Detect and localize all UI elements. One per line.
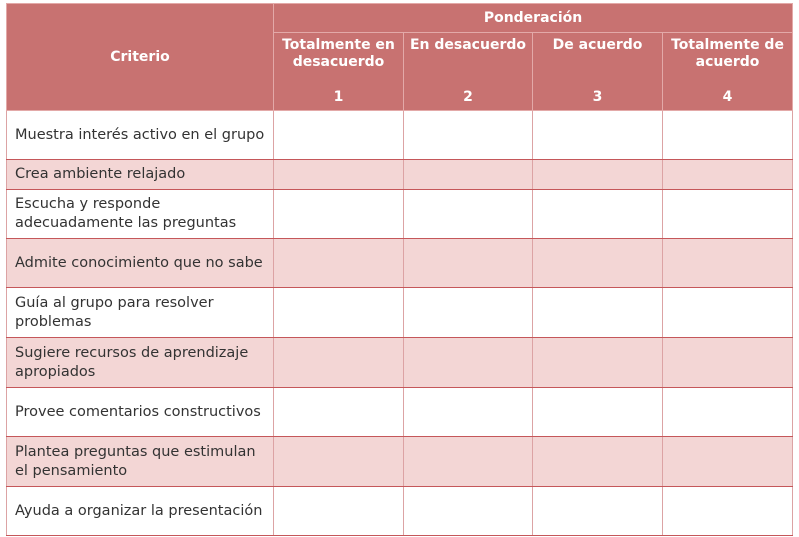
rating-cell-3[interactable]	[532, 110, 663, 160]
table-row: Provee comentarios constructivos	[6, 387, 794, 437]
scale-value: 3	[592, 89, 603, 105]
rating-cell-1[interactable]	[273, 159, 404, 190]
scale-label: En desacuerdo	[409, 37, 526, 53]
rating-cell-1[interactable]	[273, 189, 404, 239]
rating-cell-1[interactable]	[273, 287, 404, 338]
rating-cell-1[interactable]	[273, 238, 404, 288]
scale-header-4: Totalmente de acuerdo 4	[661, 32, 794, 111]
rating-cell-3[interactable]	[532, 337, 663, 388]
rating-cell-2[interactable]	[403, 436, 533, 487]
rating-cell-4[interactable]	[661, 436, 794, 487]
scale-header-3: De acuerdo 3	[532, 32, 663, 111]
criterion-label: Muestra interés activo en el grupo	[6, 110, 274, 160]
table-row: Muestra interés activo en el grupo	[6, 110, 794, 160]
rating-cell-2[interactable]	[403, 287, 533, 338]
rating-cell-3[interactable]	[532, 436, 663, 487]
rating-cell-2[interactable]	[403, 337, 533, 388]
rating-cell-2[interactable]	[403, 238, 533, 288]
scale-value: 1	[333, 89, 344, 105]
rating-cell-4[interactable]	[661, 387, 794, 437]
rating-cell-4[interactable]	[661, 110, 794, 160]
rating-cell-4[interactable]	[661, 159, 794, 190]
evaluation-table: Criterio Ponderación Totalmente en desac…	[6, 3, 794, 536]
scale-value: 2	[463, 89, 473, 105]
rating-cell-1[interactable]	[273, 337, 404, 388]
rating-cell-2[interactable]	[403, 486, 533, 536]
rating-cell-2[interactable]	[403, 110, 533, 160]
rating-cell-1[interactable]	[273, 436, 404, 487]
rating-cell-2[interactable]	[403, 189, 533, 239]
scale-value: 4	[722, 89, 733, 105]
criterion-label: Admite conocimiento que no sabe	[6, 238, 274, 288]
rating-cell-2[interactable]	[403, 387, 533, 437]
table-row: Plantea preguntas que estimulan el pensa…	[6, 436, 794, 487]
rating-cell-3[interactable]	[532, 189, 663, 239]
scale-label: Totalmente de acuerdo	[671, 37, 784, 70]
rating-cell-4[interactable]	[661, 189, 794, 239]
scale-header-1: Totalmente en desacuerdo 1	[273, 32, 404, 111]
rating-cell-3[interactable]	[532, 238, 663, 288]
rating-cell-1[interactable]	[273, 110, 404, 160]
table-row: Crea ambiente relajado	[6, 159, 794, 190]
scale-label: De acuerdo	[552, 37, 643, 53]
table-row: Admite conocimiento que no sabe	[6, 238, 794, 288]
criterion-label: Plantea preguntas que estimulan el pensa…	[6, 436, 274, 487]
rating-cell-1[interactable]	[273, 387, 404, 437]
table-row: Ayuda a organizar la presentación	[6, 486, 794, 536]
rating-cell-3[interactable]	[532, 486, 663, 536]
rating-cell-4[interactable]	[661, 486, 794, 536]
criterion-label: Escucha y responde adecuadamente las pre…	[6, 189, 274, 239]
rating-cell-3[interactable]	[532, 287, 663, 338]
rating-cell-3[interactable]	[532, 159, 663, 190]
rating-cell-2[interactable]	[403, 159, 533, 190]
rating-cell-3[interactable]	[532, 387, 663, 437]
scale-label: Totalmente en desacuerdo	[282, 37, 395, 70]
scale-header-2: En desacuerdo 2	[403, 32, 533, 111]
table-row: Sugiere recursos de aprendizaje apropiad…	[6, 337, 794, 388]
table-row: Escucha y responde adecuadamente las pre…	[6, 189, 794, 239]
criterion-label: Sugiere recursos de aprendizaje apropiad…	[6, 337, 274, 388]
rating-cell-4[interactable]	[661, 238, 794, 288]
criterion-label: Guía al grupo para resolver problemas	[6, 287, 274, 338]
rating-cell-4[interactable]	[661, 337, 794, 388]
criterion-label: Provee comentarios constructivos	[6, 387, 274, 437]
rating-cell-4[interactable]	[661, 287, 794, 338]
criterion-label: Ayuda a organizar la presentación	[6, 486, 274, 536]
criterion-label: Crea ambiente relajado	[6, 159, 274, 190]
rating-cell-1[interactable]	[273, 486, 404, 536]
criterio-header: Criterio	[6, 3, 274, 111]
table-row: Guía al grupo para resolver problemas	[6, 287, 794, 338]
ponderacion-header: Ponderación	[272, 3, 794, 33]
